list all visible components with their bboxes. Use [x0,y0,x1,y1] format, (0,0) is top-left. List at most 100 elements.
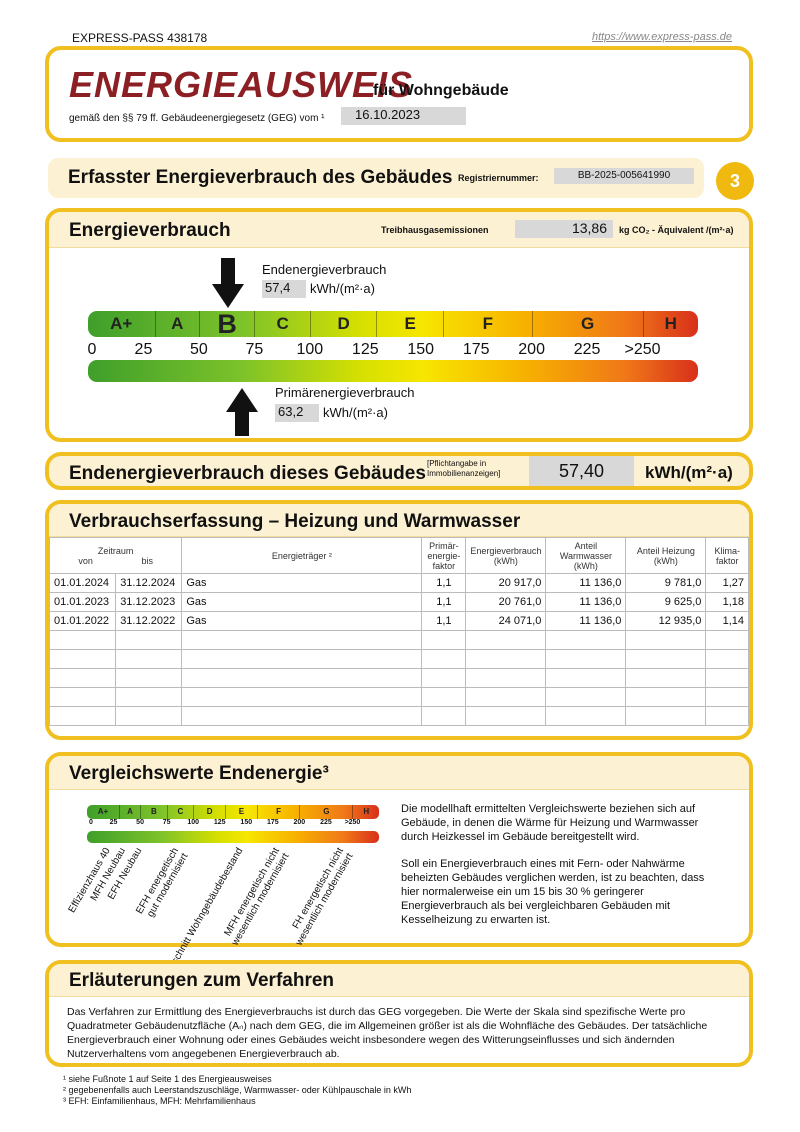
website-link[interactable]: https://www.express-pass.de [591,31,732,43]
comparison-text-2: Soll ein Energieverbrauch eines mit Fern… [401,858,705,926]
table-row [49,706,749,726]
energy-class-g: G [299,805,352,819]
energy-class-c: C [254,311,309,337]
table-row: 01.01.2022 31.12.2022 Gas 1,1 24 071,0 11 136… [49,611,749,631]
table-row: 01.01.2023 31.12.2023 Gas 1,1 20 761,0 11 136… [49,592,749,612]
energy-class-h: H [352,805,379,819]
carrier-header: Energieträger ² [181,537,423,574]
scale-tick: 225 [320,819,332,826]
pef-header: Primär-energie-faktor [421,537,467,574]
energy-class-d: D [309,311,377,337]
scale-ticks: 0 25 50 75 100 125 150 175 200 225 >250 [88,341,698,361]
scale-tick: 150 [407,341,435,358]
scale-tick: 25 [109,819,118,826]
final-energy-arrow-icon [212,258,244,308]
comparison-box: Vergleichswerte Endenergie³ Die modellha… [45,752,753,947]
scale-tick: 175 [462,341,490,358]
primary-energy-arrow-icon [226,388,258,436]
primary-energy-value: 63,2 [275,404,319,422]
primary-energy-label: Primärenergieverbrauch [275,385,415,400]
scale-tick: 50 [136,819,144,826]
mandatory-note: [Pflichtangabe in Immobilienanzeigen] [427,459,501,478]
consumption-record-box: Verbrauchserfassung – Heizung und Warmwa… [45,500,753,740]
scale-tick: 125 [213,819,226,826]
registration-label: Registriernummer: [458,173,539,183]
energy-class-c: C [166,805,194,819]
section-header: Erfasster Energieverbrauch des Gebäudes … [48,158,704,198]
primary-energy-unit: kWh/(m²·a) [323,405,388,420]
energy-class-a: A [118,805,140,819]
climate-factor-header: Klima-faktor [705,537,749,574]
energy-class-scale: A+ A B C D E F G H [88,311,698,337]
period-header: Zeitraum von bis [49,537,183,574]
registration-number: BB-2025-005641990 [554,168,694,184]
scale-tick: 100 [296,341,324,358]
consumption-header: Energieverbrauch (kWh) [465,537,547,574]
table-title: Verbrauchserfassung – Heizung und Warmwa… [69,511,521,532]
scale-tick: >250 [624,341,661,358]
energy-class-b: B [140,805,167,819]
energy-class-aplus: A+ [97,807,109,816]
scale-tick: 100 [187,819,200,826]
energy-class-aplus: A+ [110,314,133,333]
scale-tick: 125 [351,341,379,358]
issue-date: 16.10.2023 [341,107,466,125]
document-title: ENERGIEAUSWEIS [69,64,414,105]
table-row: 01.01.2024 31.12.2024 Gas 1,1 20 917,0 11 136… [49,573,749,593]
scale-tick: 25 [134,341,153,358]
ghg-label: Treibhausgasemissionen [381,225,489,235]
building-consumption-box: Endenergieverbrauch dieses Gebäudes [Pfl… [45,452,753,490]
building-consumption-title: Endenergieverbrauch dieses Gebäudes [69,463,426,484]
warmwater-header: Anteil Warmwasser (kWh) [545,537,627,574]
energy-class-f: F [256,805,299,819]
energy-class-e: E [376,311,443,337]
explanation-title: Erläuterungen zum Verfahren [69,970,335,991]
table-row [49,687,749,707]
scale-tick: 200 [293,819,306,826]
final-energy-value: 57,4 [262,280,306,298]
law-reference: gemäß den §§ 79 ff. Gebäudeenergiegesetz… [69,113,325,124]
footnote-2: ² gegebenenfalls auch Leerstandszuschläg… [63,1085,412,1095]
explanation-text: Das Verfahren zur Ermittlung des Energie… [67,1006,708,1060]
primary-energy-scale [88,360,698,382]
comparison-scale: A+ A B C D E F G H [87,805,379,819]
consumption-table: Zeitraum von bis Energieträger ² Primär-en… [49,537,749,726]
table-row [49,649,749,669]
final-energy-unit: kWh/(m²·a) [310,281,375,296]
ghg-unit: kg CO₂ - Äquivalent /(m²·a) [619,225,734,235]
scale-tick: 0 [89,819,93,826]
heating-header: Anteil Heizung (kWh) [625,537,707,574]
ghg-value: 13,86 [515,220,613,238]
building-consumption-unit: kWh/(m²·a) [645,463,733,482]
energy-class-f: F [442,311,532,337]
scale-tick: 50 [190,341,208,358]
footnote-1: ¹ siehe Fußnote 1 auf Seite 1 des Energi… [63,1074,272,1084]
scale-tick: 75 [245,341,264,358]
footnote-3: ³ EFH: Einfamilienhaus, MFH: Mehrfamilie… [63,1096,256,1106]
comparison-text-1: Die modellhaft ermittelten Vergleichswer… [401,803,699,843]
table-row [49,630,749,650]
comparison-scale-bottom [87,831,379,843]
energy-class-g: G [531,311,643,337]
scale-tick: 75 [162,819,171,826]
energy-class-h: H [642,311,698,337]
energy-class-e: E [225,805,257,819]
energy-class-b: B [198,311,254,337]
comparison-scale-ticks: 0 25 50 75 100 125 150 175 200 225 >250 [87,819,379,831]
title-box: ENERGIEAUSWEIS für Wohngebäude gemäß den… [45,46,753,142]
energy-title: Energieverbrauch [69,220,231,241]
energy-class-a: A [154,311,199,337]
comparison-title: Vergleichswerte Endenergie³ [69,763,329,784]
scale-tick: 150 [240,819,253,826]
explanation-box: Erläuterungen zum Verfahren Das Verfahre… [45,960,753,1067]
table-row [49,668,749,688]
final-energy-label: Endenergieverbrauch [262,262,387,277]
scale-tick: >250 [344,819,361,826]
building-consumption-value: 57,40 [529,456,634,486]
pass-number: EXPRESS-PASS 438178 [72,31,208,45]
scale-tick: 0 [87,341,97,358]
energy-class-d: D [193,805,225,819]
scale-tick: 225 [573,341,601,358]
footnotes: ¹ siehe Fußnote 1 auf Seite 1 des Energi… [63,1074,411,1107]
section-title: Erfasster Energieverbrauch des Gebäudes [68,167,453,188]
